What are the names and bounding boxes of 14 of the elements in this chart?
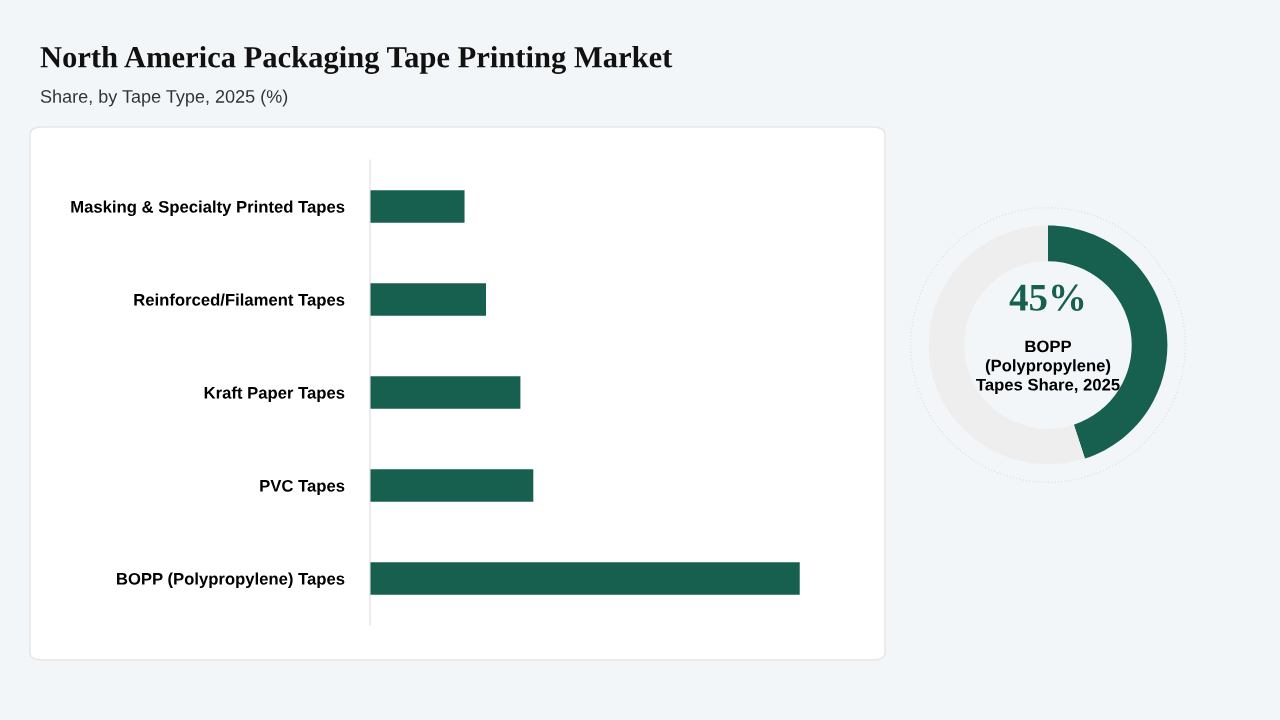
- text: Share, by Tape Type, 2025 (%): [40, 89, 288, 107]
- y-tick-label: PVC Tapes: [260, 479, 345, 495]
- y-tick-label: BOPP (Polypropylene) Tapes: [117, 572, 345, 588]
- y-tick-label: Reinforced/Filament Tapes: [134, 293, 345, 309]
- data-label: 45%: [1009, 284, 1084, 311]
- chart-title: North America Packaging Tape Printing Market: [40, 46, 673, 74]
- text: BOPP (Polypropylene) Tapes Share, 2025: [976, 340, 1120, 394]
- bar: [370, 190, 465, 223]
- bar: [370, 283, 487, 316]
- y-tick-label: Masking & Specialty Printed Tapes: [71, 200, 345, 217]
- bar: [370, 562, 800, 595]
- y-tick-label: Kraft Paper Tapes: [204, 386, 345, 402]
- bar: [370, 469, 534, 502]
- bar: [370, 376, 521, 409]
